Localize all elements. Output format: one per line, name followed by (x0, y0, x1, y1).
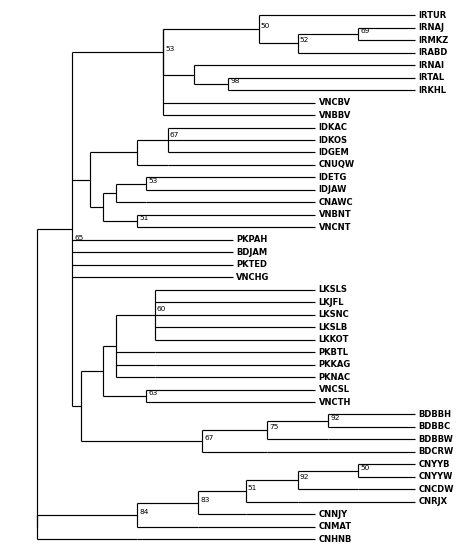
Text: 67: 67 (204, 435, 214, 441)
Text: VNCTH: VNCTH (319, 397, 351, 406)
Text: CNYYW: CNYYW (419, 473, 453, 481)
Text: CNRJX: CNRJX (419, 497, 447, 506)
Text: 53: 53 (165, 46, 175, 52)
Text: 53: 53 (148, 178, 157, 184)
Text: PKKAG: PKKAG (319, 360, 351, 369)
Text: IRNAJ: IRNAJ (419, 23, 444, 32)
Text: PKBTL: PKBTL (319, 348, 348, 357)
Text: BDCRW: BDCRW (419, 448, 454, 457)
Text: 52: 52 (300, 38, 309, 43)
Text: 84: 84 (139, 509, 149, 514)
Text: PKNAC: PKNAC (319, 373, 351, 381)
Text: 92: 92 (330, 415, 340, 421)
Text: BDBBC: BDBBC (419, 422, 451, 432)
Text: IDKAC: IDKAC (319, 123, 347, 132)
Text: VNCBV: VNCBV (319, 98, 351, 107)
Text: IRMKZ: IRMKZ (419, 36, 448, 45)
Text: 75: 75 (270, 424, 279, 430)
Text: CNUQW: CNUQW (319, 161, 355, 169)
Text: 50: 50 (361, 465, 370, 471)
Text: VNCNT: VNCNT (319, 223, 351, 232)
Text: 67: 67 (170, 131, 179, 137)
Text: CNYYB: CNYYB (419, 460, 450, 469)
Text: IRABD: IRABD (419, 48, 447, 57)
Text: 65: 65 (74, 235, 83, 241)
Text: LKSLB: LKSLB (319, 323, 348, 332)
Text: LKKOT: LKKOT (319, 335, 349, 344)
Text: CNCDW: CNCDW (419, 485, 454, 494)
Text: IRKHL: IRKHL (419, 86, 447, 94)
Text: LKSLS: LKSLS (319, 285, 347, 294)
Text: CNNJY: CNNJY (319, 510, 347, 519)
Text: 98: 98 (230, 78, 240, 84)
Text: VNCSL: VNCSL (319, 385, 349, 394)
Text: VNCHG: VNCHG (236, 273, 270, 282)
Text: LKSNC: LKSNC (319, 310, 349, 319)
Text: IDGEM: IDGEM (319, 148, 349, 157)
Text: BDJAM: BDJAM (236, 248, 267, 257)
Text: VNBNT: VNBNT (319, 210, 351, 219)
Text: 83: 83 (200, 497, 210, 502)
Text: CNAWC: CNAWC (319, 198, 353, 207)
Text: PKPAH: PKPAH (236, 235, 267, 245)
Text: IRTUR: IRTUR (419, 10, 447, 20)
Text: IRTAL: IRTAL (419, 73, 445, 82)
Text: 92: 92 (300, 474, 310, 480)
Text: LKJFL: LKJFL (319, 298, 344, 307)
Text: 63: 63 (148, 390, 157, 396)
Text: CNHNB: CNHNB (319, 535, 352, 544)
Text: IDETG: IDETG (319, 173, 347, 182)
Text: 51: 51 (248, 485, 257, 491)
Text: 69: 69 (361, 28, 370, 34)
Text: 60: 60 (157, 306, 166, 312)
Text: VNBBV: VNBBV (319, 110, 351, 120)
Text: IDJAW: IDJAW (319, 185, 347, 194)
Text: BDBBH: BDBBH (419, 410, 451, 419)
Text: IDKOS: IDKOS (319, 135, 347, 145)
Text: IRNAI: IRNAI (419, 61, 444, 70)
Text: 50: 50 (261, 23, 270, 29)
Text: BDBBW: BDBBW (419, 435, 453, 444)
Text: 51: 51 (139, 215, 149, 221)
Text: CNMAT: CNMAT (319, 522, 352, 531)
Text: PKTED: PKTED (236, 261, 267, 269)
